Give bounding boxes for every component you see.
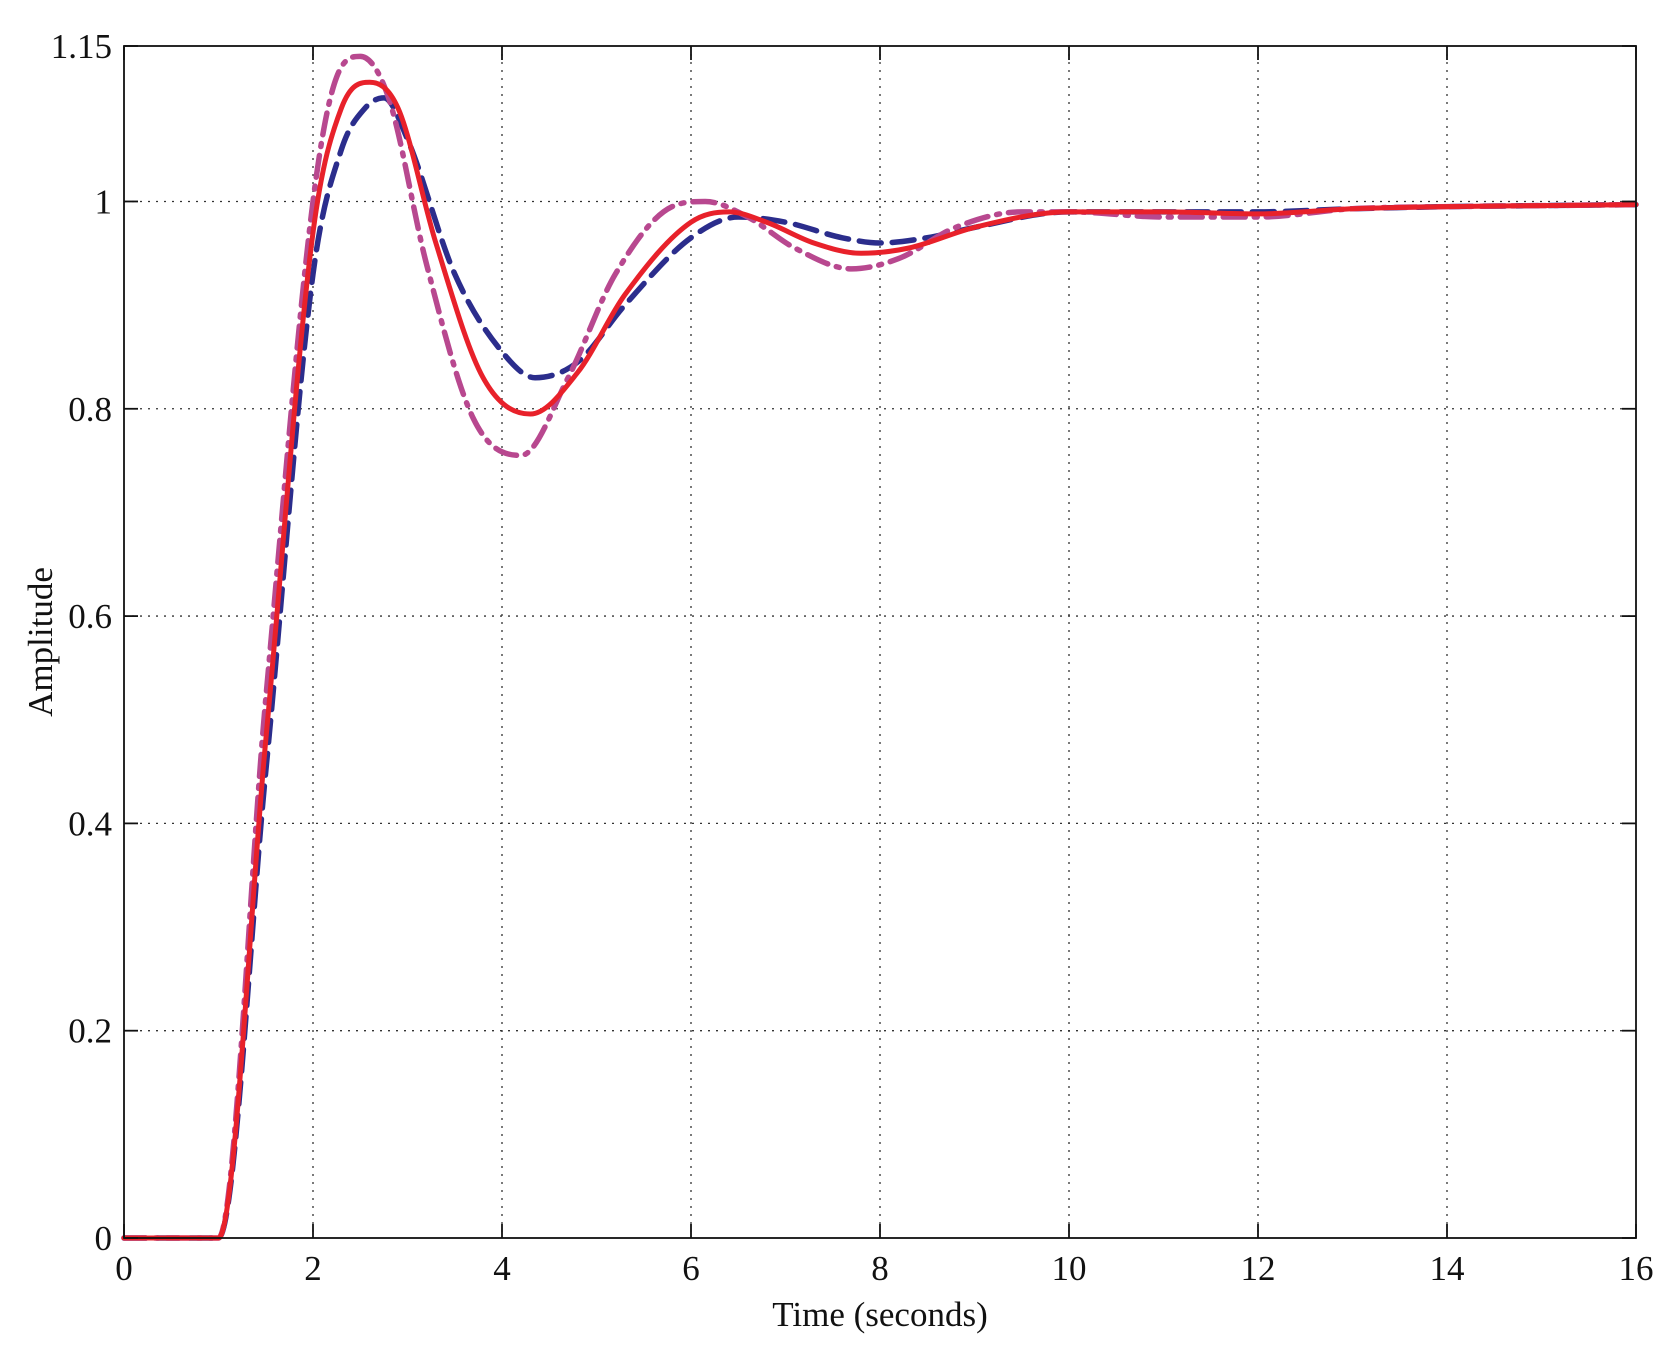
axis-ticks: [123, 45, 1637, 1239]
series-lines: [121, 53, 1639, 1241]
y-tick-label: 0: [95, 1219, 113, 1258]
x-tick-labels: 0 2 4 6 8 10 12 14 16: [115, 1249, 1653, 1288]
x-axis-title: Time (seconds): [772, 1295, 988, 1334]
x-tick-label: 16: [1619, 1249, 1654, 1288]
y-tick-label: 0.4: [68, 804, 112, 843]
x-tick-label: 0: [115, 1249, 133, 1288]
x-tick-label: 8: [871, 1249, 889, 1288]
y-tick-label: 1: [95, 182, 113, 221]
grid-lines: [124, 46, 1636, 1238]
y-tick-label: 0.8: [68, 390, 112, 429]
x-tick-label: 6: [682, 1249, 700, 1288]
y-tick-label: 0.6: [68, 597, 112, 636]
x-tick-label: 12: [1241, 1249, 1276, 1288]
x-tick-label: 2: [304, 1249, 322, 1288]
x-tick-label: 10: [1052, 1249, 1087, 1288]
y-tick-labels: 0 0.2 0.4 0.6 0.8 1 1.15: [51, 27, 112, 1258]
x-tick-label: 14: [1430, 1249, 1465, 1288]
series-line-2: [121, 79, 1639, 1241]
series-line-3: [121, 53, 1639, 1241]
y-axis-title: Amplitude: [21, 567, 60, 717]
y-tick-label: 1.15: [51, 27, 112, 66]
y-tick-label: 0.2: [68, 1012, 112, 1051]
x-tick-label: 4: [493, 1249, 511, 1288]
